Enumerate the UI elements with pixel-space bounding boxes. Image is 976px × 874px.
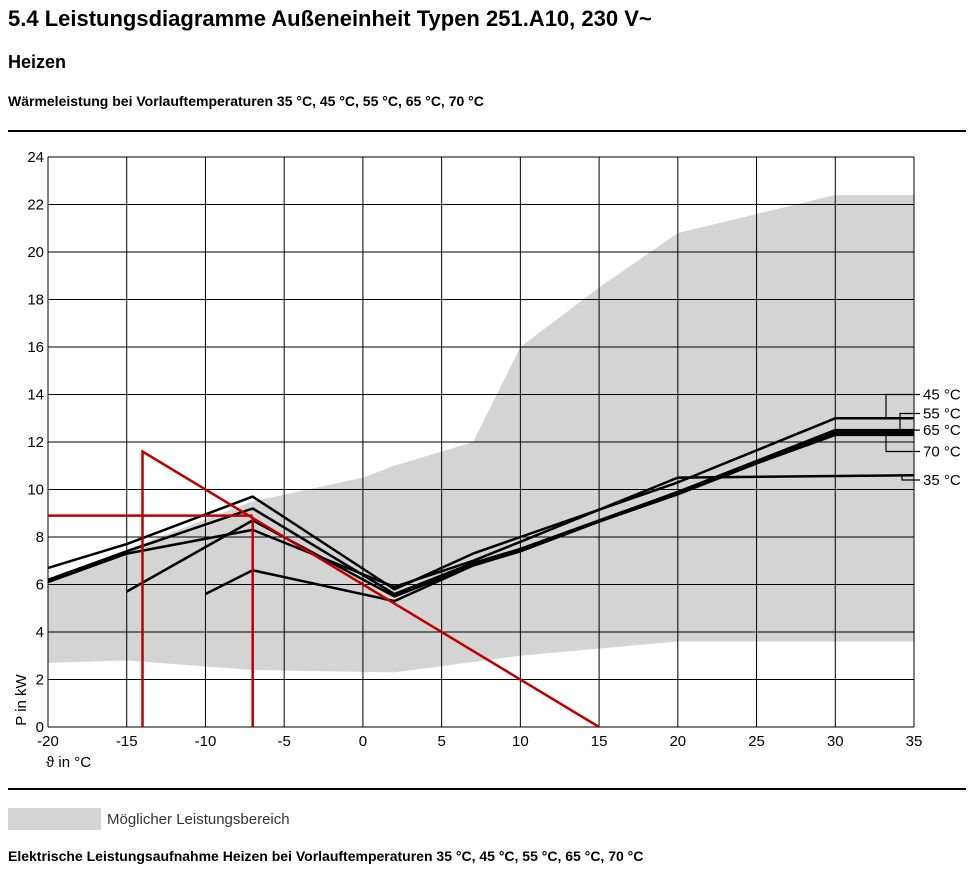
legend: Möglicher Leistungsbereich bbox=[8, 808, 290, 830]
series-line-55c bbox=[47, 428, 914, 596]
y-tick-label: 0 bbox=[36, 719, 44, 736]
label-layer: 45 °C 55 °C65 °C 70 °C 35 °C bbox=[885, 387, 961, 489]
grid-layer bbox=[47, 156, 915, 728]
y-tick-label: 12 bbox=[27, 434, 44, 451]
x-tick-label: -10 bbox=[195, 733, 217, 750]
series-label: 35 °C bbox=[923, 472, 961, 489]
series-label: 45 °C bbox=[923, 387, 961, 404]
page-title: 5.4 Leistungsdiagramme Außeneinheit Type… bbox=[8, 6, 652, 31]
x-tick-label: 30 bbox=[827, 733, 844, 750]
y-tick-label: 10 bbox=[27, 482, 44, 499]
x-tick-label: -5 bbox=[278, 733, 291, 750]
x-axis-label: ϑ in °C bbox=[46, 754, 91, 771]
footer-caption: Elektrische Leistungsaufnahme Heizen bei… bbox=[8, 848, 644, 864]
y-tick-label: 14 bbox=[27, 387, 44, 404]
y-tick-label: 22 bbox=[27, 197, 44, 214]
bottom-divider bbox=[8, 788, 966, 790]
area-layer bbox=[48, 195, 914, 673]
y-tick-label: 16 bbox=[27, 339, 44, 356]
series-label-connector bbox=[899, 412, 920, 431]
x-tick-label: -20 bbox=[37, 733, 59, 750]
example-layer bbox=[48, 449, 600, 729]
series-label-connector bbox=[885, 393, 920, 419]
possible-range-area bbox=[48, 195, 914, 673]
x-tick-label: 0 bbox=[359, 733, 367, 750]
x-tick-label: 10 bbox=[512, 733, 529, 750]
legend-swatch bbox=[8, 808, 101, 830]
y-tick-label: 4 bbox=[36, 624, 44, 641]
y-tick-label: 20 bbox=[27, 244, 44, 261]
chart-caption: Wärmeleistung bei Vorlauftemperaturen 35… bbox=[8, 93, 484, 109]
x-tick-label: -15 bbox=[116, 733, 138, 750]
y-axis-label: P in kW bbox=[13, 673, 30, 725]
y-tick-label: 24 bbox=[27, 149, 44, 166]
top-divider bbox=[8, 130, 966, 132]
series-label: 70 °C bbox=[923, 444, 961, 461]
series-label-connector bbox=[885, 434, 920, 453]
series-label: 65 °C bbox=[923, 422, 961, 439]
x-tick-label: 5 bbox=[437, 733, 445, 750]
curve-layer bbox=[47, 417, 915, 603]
series-label: 55 °C bbox=[923, 406, 961, 423]
x-tick-label: 20 bbox=[669, 733, 686, 750]
example-line-1 bbox=[141, 449, 600, 729]
y-tick-label: 2 bbox=[36, 672, 44, 689]
y-tick-label: 6 bbox=[36, 577, 44, 594]
series-line-35c bbox=[47, 474, 915, 589]
y-tick-label: 18 bbox=[27, 292, 44, 309]
series-line-70c bbox=[204, 433, 914, 603]
x-tick-label: 35 bbox=[906, 733, 923, 750]
section-subtitle: Heizen bbox=[8, 52, 67, 72]
series-label-connector bbox=[902, 429, 920, 433]
x-tick-label: 25 bbox=[748, 733, 765, 750]
series-label-connector bbox=[901, 475, 920, 481]
y-tick-label: 8 bbox=[36, 529, 44, 546]
series-line-45c bbox=[47, 417, 914, 591]
x-tick-label: 15 bbox=[591, 733, 608, 750]
legend-label: Möglicher Leistungsbereich bbox=[107, 810, 290, 828]
